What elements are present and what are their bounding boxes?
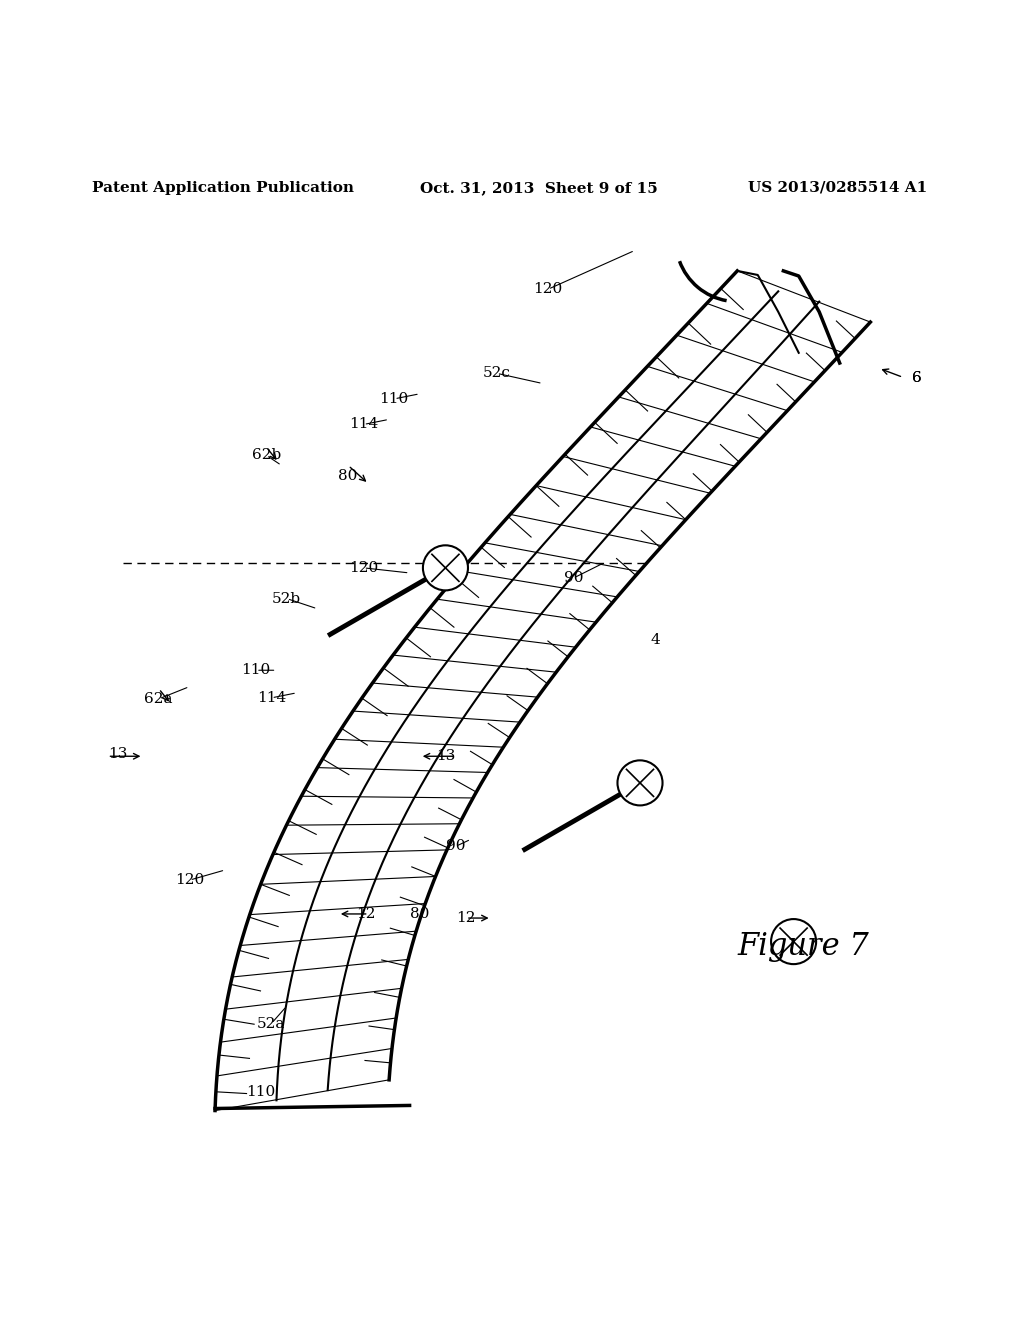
Text: 6: 6 xyxy=(911,371,922,385)
Text: 114: 114 xyxy=(349,417,378,432)
Text: Oct. 31, 2013  Sheet 9 of 15: Oct. 31, 2013 Sheet 9 of 15 xyxy=(420,181,657,195)
Circle shape xyxy=(771,919,816,964)
Text: 110: 110 xyxy=(380,392,409,405)
Text: 52a: 52a xyxy=(257,1016,286,1031)
Text: 52b: 52b xyxy=(272,591,301,606)
Text: Patent Application Publication: Patent Application Publication xyxy=(92,181,354,195)
Text: 114: 114 xyxy=(257,690,286,705)
Text: 52c: 52c xyxy=(482,366,511,380)
Text: 62b: 62b xyxy=(252,449,281,462)
Text: 12: 12 xyxy=(355,907,376,921)
Circle shape xyxy=(423,545,468,590)
Text: 80: 80 xyxy=(411,907,429,921)
Text: 80: 80 xyxy=(339,469,357,483)
Text: 62a: 62a xyxy=(144,692,173,706)
Text: 13: 13 xyxy=(109,747,127,762)
Text: 90: 90 xyxy=(563,572,584,585)
Text: 110: 110 xyxy=(242,663,270,677)
Text: US 2013/0285514 A1: US 2013/0285514 A1 xyxy=(748,181,927,195)
Text: Figure 7: Figure 7 xyxy=(737,931,869,962)
Text: 4: 4 xyxy=(650,632,660,647)
Text: 6: 6 xyxy=(911,371,922,385)
Text: 120: 120 xyxy=(349,561,378,574)
Text: 13: 13 xyxy=(436,750,455,763)
Text: 110: 110 xyxy=(247,1085,275,1100)
Text: 12: 12 xyxy=(456,911,476,925)
Text: 120: 120 xyxy=(534,282,562,296)
Text: 120: 120 xyxy=(175,873,204,887)
Circle shape xyxy=(617,760,663,805)
Text: 90: 90 xyxy=(445,840,466,853)
